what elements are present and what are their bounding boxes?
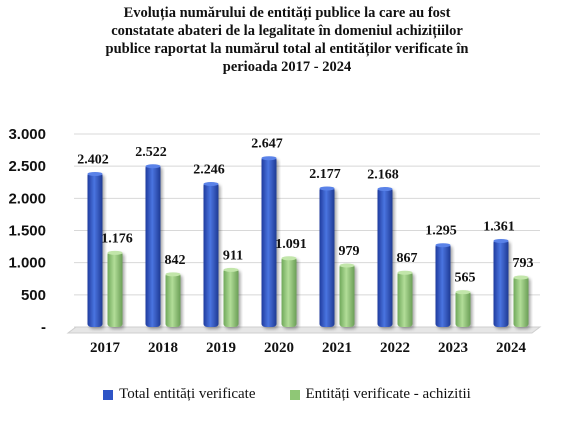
bar-achizitii (397, 271, 413, 327)
bar-achizitii-cap (165, 272, 181, 277)
chart-title-line: publice raportat la numărul total al ent… (105, 41, 469, 57)
y-tick-label: 3.000 (8, 126, 46, 143)
data-label-total: 1.295 (425, 224, 457, 239)
bar-total (319, 186, 335, 327)
bar-achizitii-cap (107, 250, 123, 255)
legend-label-achizitii: Entități verificate - achizitii (305, 386, 471, 402)
data-label-achizitii: 565 (455, 271, 476, 286)
bar-achizitii (165, 272, 181, 327)
bar-total-cap (87, 171, 103, 176)
bar-achizitii-cap (339, 263, 355, 268)
legend: Total entități verificate Entități verif… (0, 386, 574, 403)
y-tick-label: 2.000 (8, 190, 46, 207)
bar-total (145, 164, 161, 327)
data-label-achizitii: 867 (397, 251, 418, 266)
data-label-achizitii: 1.091 (275, 237, 307, 252)
bar-total (377, 187, 393, 327)
y-tick-label: 1.000 (8, 255, 46, 272)
bar-total (493, 239, 509, 327)
bar-achizitii (513, 275, 529, 327)
data-label-achizitii: 1.176 (101, 231, 133, 246)
data-label-total: 2.647 (251, 137, 283, 152)
y-tick-label: - (41, 319, 46, 336)
data-label-total: 2.402 (77, 152, 109, 167)
legend-swatch-achizitii (289, 389, 300, 400)
bar-total-cap (203, 182, 219, 187)
bar-achizitii (281, 256, 297, 327)
x-tick-label: 2020 (264, 340, 294, 356)
x-tick-label: 2019 (206, 340, 236, 356)
bar-total-cap (435, 243, 451, 248)
bar-total-cap (493, 238, 509, 243)
data-label-total: 2.246 (193, 163, 225, 178)
bar-total-cap (145, 164, 161, 169)
legend-item-total: Total entități verificate (103, 386, 256, 403)
bar-total (87, 172, 103, 327)
bar-total (435, 243, 451, 327)
x-tick-label: 2018 (148, 340, 178, 356)
legend-swatch-total (103, 389, 114, 400)
bar-achizitii-cap (281, 256, 297, 261)
x-tick-label: 2021 (322, 340, 352, 356)
data-label-achizitii: 979 (339, 244, 360, 259)
data-label-total: 2.177 (309, 167, 341, 182)
data-label-achizitii: 842 (165, 253, 186, 268)
bar-achizitii (339, 264, 355, 327)
data-label-total: 2.168 (367, 168, 399, 183)
y-tick-label: 1.500 (8, 223, 46, 240)
y-tick-label: 2.500 (8, 158, 46, 175)
chart-title-line: Evoluția numărului de entități publice l… (123, 5, 451, 21)
legend-item-achizitii: Entități verificate - achizitii (289, 386, 471, 403)
x-tick-label: 2022 (380, 340, 410, 356)
chart-title-line: perioada 2017 - 2024 (222, 59, 352, 75)
x-tick-label: 2017 (90, 340, 121, 356)
bar-achizitii-cap (455, 290, 471, 295)
bar-achizitii (107, 251, 123, 327)
legend-label-total: Total entități verificate (119, 386, 256, 402)
bar-total (261, 156, 277, 327)
chart-title: Evoluția numărului de entități publice l… (40, 4, 534, 76)
bar-achizitii-cap (223, 267, 239, 272)
bar-total (203, 182, 219, 327)
bar-achizitii (223, 268, 239, 327)
data-label-total: 1.361 (483, 219, 515, 234)
x-tick-label: 2023 (438, 340, 468, 356)
bar-total-cap (261, 156, 277, 161)
data-label-total: 2.522 (135, 145, 167, 160)
chart-floor (66, 326, 542, 334)
data-label-achizitii: 911 (223, 248, 243, 263)
chart-title-line: constatate abateri de la legalitate în d… (111, 23, 463, 39)
bar-achizitii (455, 290, 471, 327)
bar-total-cap (319, 186, 335, 191)
data-label-achizitii: 793 (513, 256, 534, 271)
bar-achizitii-cap (513, 275, 529, 280)
bar-achizitii-cap (397, 270, 413, 275)
bar-total-cap (377, 187, 393, 192)
x-tick-label: 2024 (496, 340, 527, 356)
y-tick-label: 500 (21, 287, 46, 304)
